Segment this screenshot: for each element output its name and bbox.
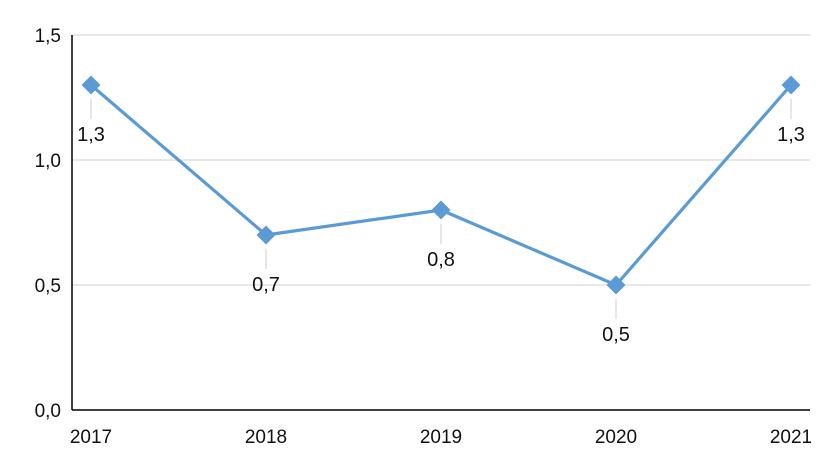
data-label: 0,7: [252, 274, 280, 296]
data-label: 0,5: [602, 324, 630, 346]
x-tick-label: 2017: [70, 427, 112, 448]
y-tick-label: 0,5: [35, 276, 61, 297]
data-label: 0,8: [427, 249, 455, 271]
gridlines: [72, 34, 810, 286]
x-tick-label: 2018: [245, 427, 287, 448]
series: [81, 75, 801, 295]
data-point-marker: [81, 75, 101, 95]
x-tick-label: 2020: [595, 427, 637, 448]
data-point-marker: [781, 75, 801, 95]
y-tick-label: 1,0: [35, 151, 61, 172]
y-tick-label: 0,0: [35, 401, 61, 422]
x-axis-tick-labels: 2017 2018 2019 2020 2021: [70, 427, 812, 448]
data-label: 1,3: [77, 124, 105, 146]
data-point-marker: [431, 200, 451, 220]
x-tick-label: 2019: [420, 427, 462, 448]
data-point-marker: [256, 225, 276, 245]
y-tick-label: 1,5: [35, 26, 61, 47]
y-axis-tick-labels: 0,0 0,5 1,0 1,5: [35, 26, 61, 422]
data-label: 1,3: [777, 124, 805, 146]
data-point-marker: [606, 275, 626, 295]
x-tick-label: 2021: [770, 427, 812, 448]
data-labels: 1,3 0,7 0,8 0,5 1,3: [77, 124, 805, 346]
axes: [71, 35, 810, 411]
data-label-leaders: [90, 99, 792, 319]
